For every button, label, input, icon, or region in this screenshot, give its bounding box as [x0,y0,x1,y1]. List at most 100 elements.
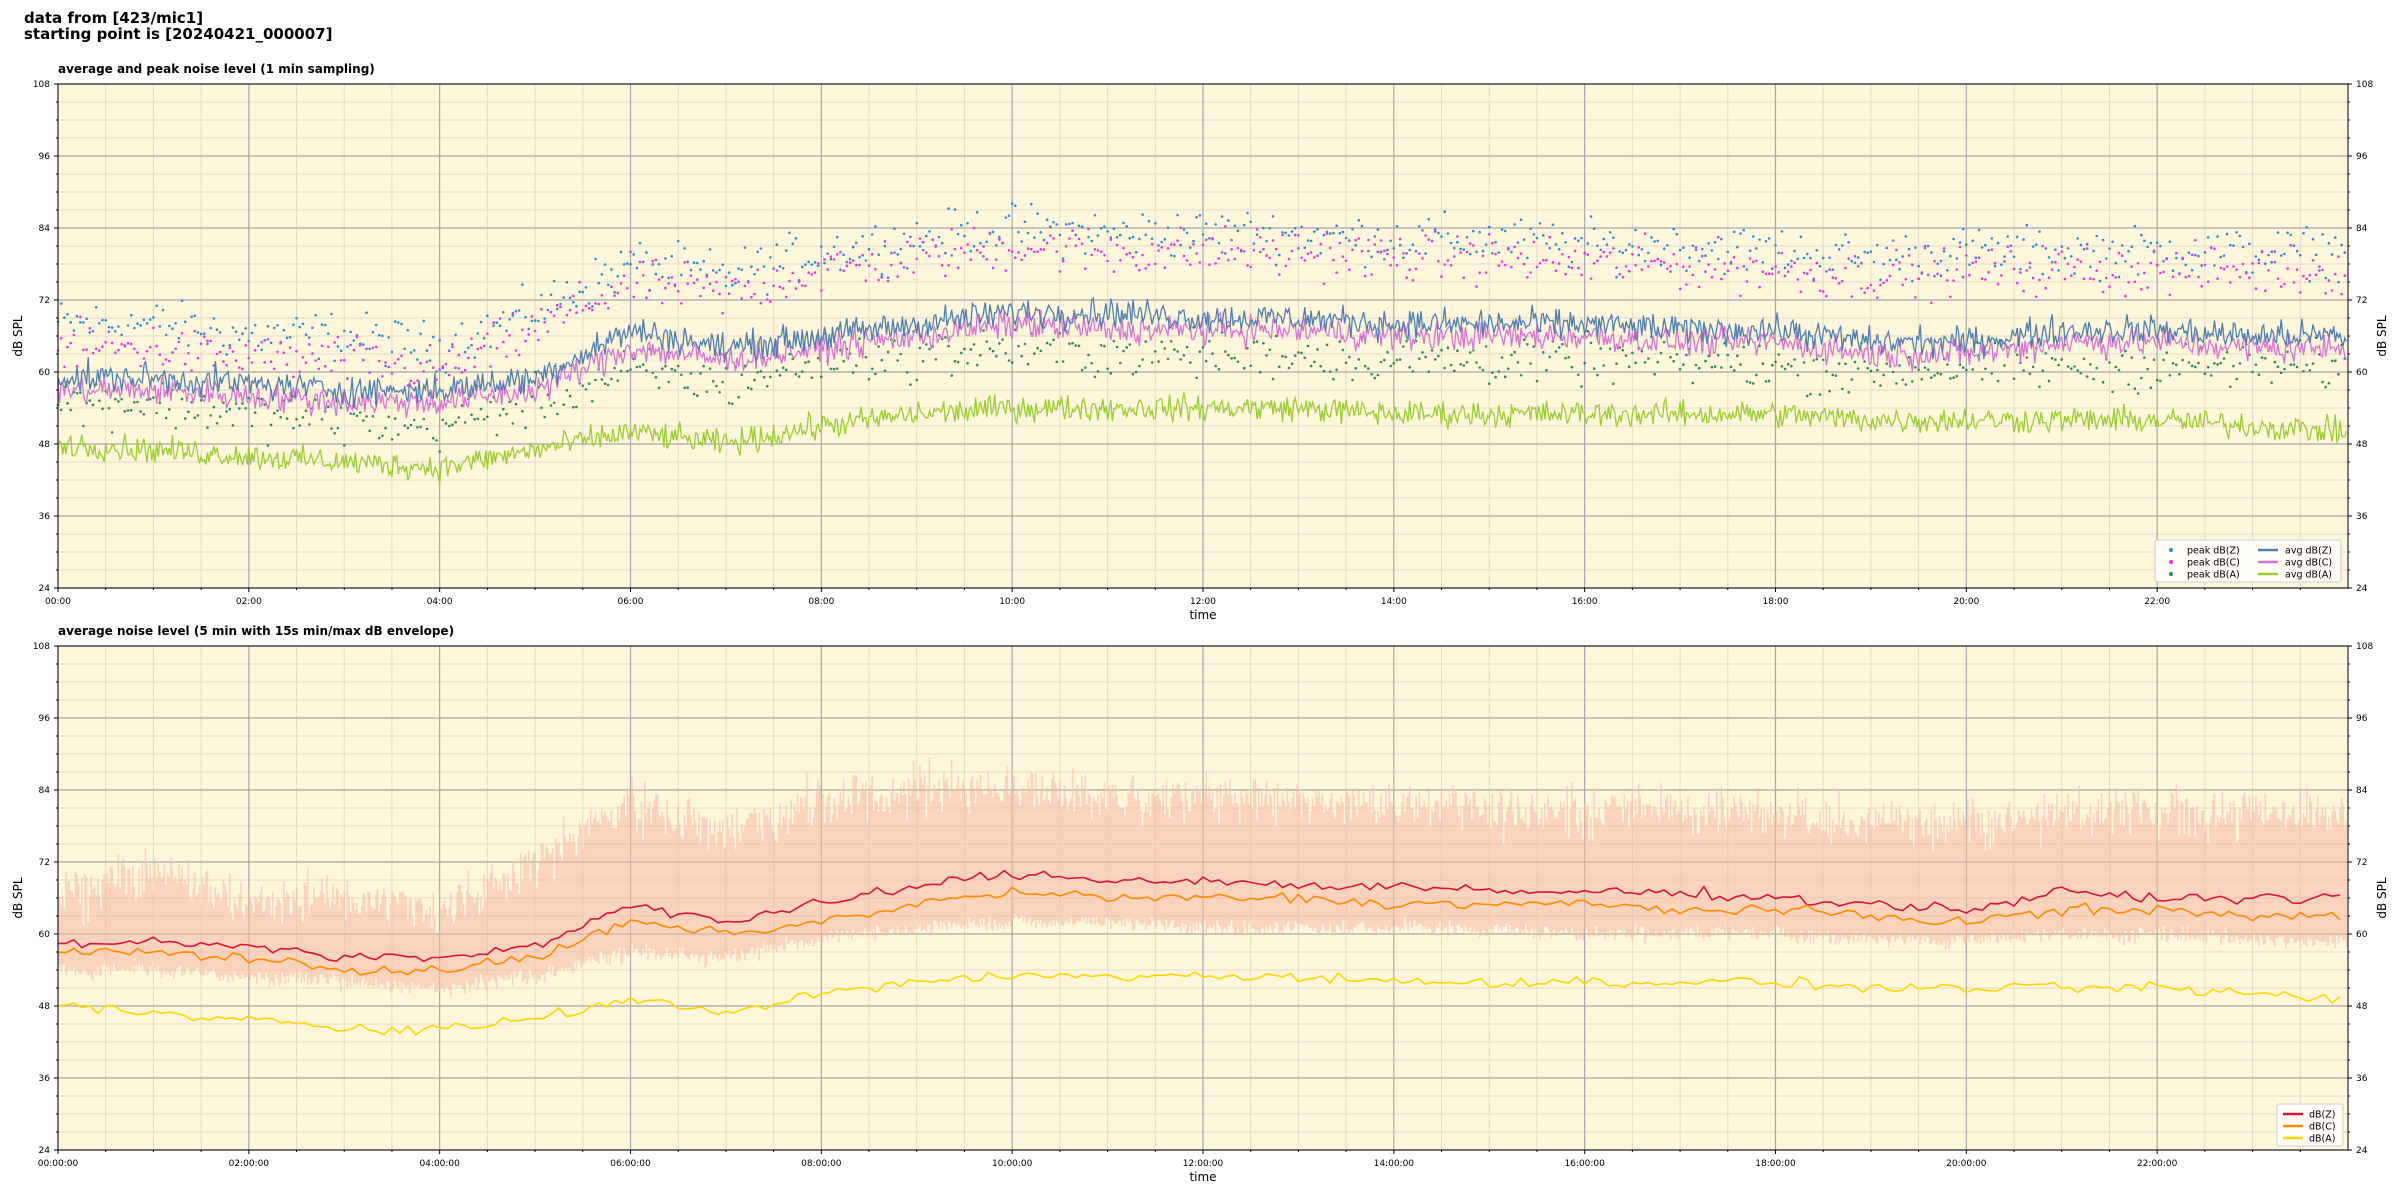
peak-point [1214,364,1217,368]
peak-point [1974,256,1978,260]
peak-point [1290,230,1294,233]
peak-point [1281,231,1284,234]
peak-point [543,320,546,324]
peak-point [1042,248,1046,251]
peak-point [1513,245,1516,249]
peak-point [1332,377,1335,381]
peak-point [676,290,680,293]
peak-point [1675,353,1679,356]
peak-point [323,364,327,368]
peak-point [238,366,241,369]
peak-point [2308,279,2312,283]
peak-point [1713,240,1717,244]
peak-point [1119,259,1122,262]
peak-point [2114,261,2118,265]
peak-point [988,347,992,351]
peak-point [775,269,779,272]
peak-point [727,292,731,296]
peak-point [606,383,610,387]
peak-point [1478,230,1481,234]
peak-point [1427,370,1431,374]
peak-point [1211,237,1214,240]
peak-point [2308,369,2312,372]
peak-point [2273,360,2277,364]
peak-point [2321,233,2324,236]
peak-point [190,369,193,372]
peak-point [1166,226,1170,229]
peak-point [1538,261,1542,265]
peak-point [495,321,499,325]
peak-point [1965,254,1968,257]
peak-point [136,351,139,354]
peak-point [769,256,772,259]
peak-point [931,238,934,241]
peak-point [1682,246,1685,249]
peak-point [1306,239,1310,242]
peak-point [508,400,511,404]
peak-point [66,401,69,405]
peak-point [263,339,267,342]
peak-point [1942,247,1946,250]
peak-point [2292,244,2296,247]
peak-point [114,351,117,354]
peak-point [1697,285,1701,289]
y-tick-label: 60 [2356,368,2368,378]
peak-point [1898,364,1901,367]
peak-point [1650,236,1653,239]
peak-point [635,281,639,285]
peak-point [416,358,419,361]
peak-point [1627,269,1631,273]
peak-point [1977,228,1981,232]
peak-point [1500,356,1504,359]
peak-point [1682,363,1685,367]
peak-point [1192,239,1195,243]
peak-point [552,314,556,318]
peak-point [2254,363,2258,367]
peak-point [406,384,410,387]
peak-point [314,398,317,402]
peak-point [168,359,171,363]
peak-point [1809,392,1812,396]
peak-point [1720,277,1723,281]
peak-point [2133,387,2137,390]
peak-point [1736,354,1739,358]
peak-point [2334,272,2337,276]
peak-point [1573,249,1577,253]
peak-point [794,237,798,240]
x-tick-label: 08:00:00 [801,1159,842,1169]
peak-point [1710,275,1714,279]
peak-point [953,208,957,211]
peak-point [2314,253,2318,257]
peak-point [1255,233,1259,236]
peak-point [1739,232,1742,235]
peak-point [1771,363,1774,367]
peak-point [1408,248,1411,252]
peak-point [1739,363,1742,366]
peak-point [718,391,721,394]
peak-point [2155,378,2159,382]
peak-point [1783,367,1787,371]
peak-point [1408,268,1411,272]
peak-point [886,276,890,280]
peak-point [2184,263,2188,267]
peak-point [1332,258,1335,262]
peak-point [689,372,693,375]
peak-point [2324,292,2327,295]
peak-point [1519,218,1523,221]
peak-point [1370,255,1373,259]
y-tick-label: 108 [2356,80,2373,90]
peak-point [1303,259,1307,262]
peak-point [2117,275,2121,279]
peak-point [565,389,569,392]
peak-point [498,414,502,417]
peak-point [1615,266,1618,270]
peak-point [591,305,594,308]
peak-point [645,369,648,372]
peak-point [756,250,759,254]
peak-point [584,388,588,391]
peak-point [734,278,737,281]
peak-point [2292,281,2296,284]
peak-point [521,283,524,286]
peak-point [622,263,626,266]
peak-point [1462,364,1466,367]
